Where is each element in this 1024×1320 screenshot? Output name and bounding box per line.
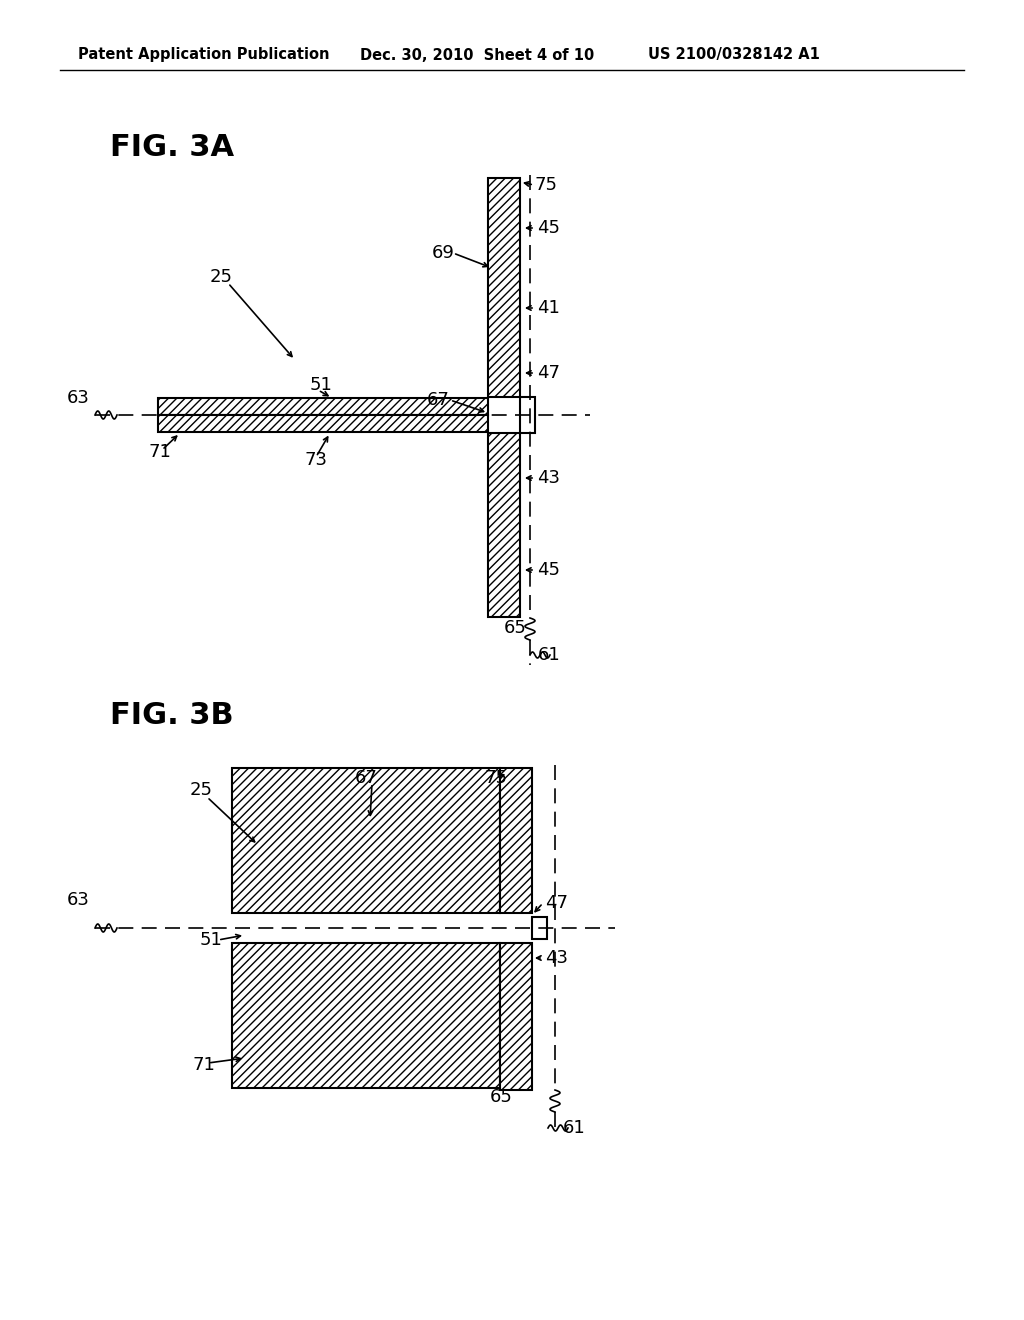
- Text: 43: 43: [537, 469, 560, 487]
- Text: 69: 69: [432, 244, 455, 261]
- Text: FIG. 3A: FIG. 3A: [110, 133, 234, 162]
- Text: 75: 75: [535, 176, 558, 194]
- Text: 45: 45: [537, 219, 560, 238]
- Bar: [488, 433, 520, 616]
- Bar: [232, 942, 500, 1088]
- Text: 73: 73: [305, 451, 328, 469]
- Bar: [158, 414, 488, 432]
- Bar: [232, 768, 500, 913]
- Text: Dec. 30, 2010  Sheet 4 of 10: Dec. 30, 2010 Sheet 4 of 10: [360, 48, 594, 62]
- Text: 67: 67: [427, 391, 450, 409]
- Text: 65: 65: [504, 619, 527, 638]
- Text: 51: 51: [310, 376, 333, 393]
- Bar: [520, 397, 535, 433]
- Text: 67: 67: [355, 770, 378, 787]
- Text: 47: 47: [545, 894, 568, 912]
- Bar: [500, 768, 532, 913]
- Text: 51: 51: [200, 931, 223, 949]
- Text: 41: 41: [537, 300, 560, 317]
- Text: 45: 45: [537, 561, 560, 579]
- Bar: [500, 942, 532, 1090]
- Bar: [532, 917, 547, 939]
- Text: 25: 25: [190, 781, 213, 799]
- Bar: [158, 399, 488, 414]
- Text: 61: 61: [538, 645, 561, 664]
- Text: FIG. 3B: FIG. 3B: [110, 701, 233, 730]
- Text: 63: 63: [67, 389, 90, 407]
- Text: Patent Application Publication: Patent Application Publication: [78, 48, 330, 62]
- Bar: [488, 178, 520, 397]
- Text: 65: 65: [490, 1088, 513, 1106]
- Text: 75: 75: [484, 770, 507, 787]
- Text: 47: 47: [537, 364, 560, 381]
- Text: 63: 63: [67, 891, 90, 909]
- Text: 61: 61: [563, 1119, 586, 1137]
- Text: 25: 25: [210, 268, 233, 286]
- Text: 71: 71: [193, 1056, 215, 1074]
- Text: US 2100/0328142 A1: US 2100/0328142 A1: [648, 48, 820, 62]
- Text: 43: 43: [545, 949, 568, 968]
- Text: 71: 71: [148, 444, 171, 461]
